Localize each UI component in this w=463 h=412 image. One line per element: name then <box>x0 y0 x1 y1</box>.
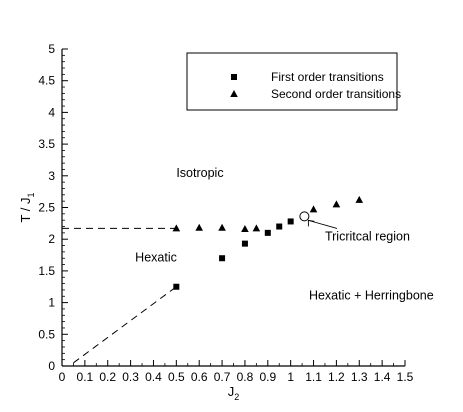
region-label: Isotropic <box>176 166 223 180</box>
legend-square-marker <box>231 74 237 80</box>
x-tick-label: 1.1 <box>305 370 322 384</box>
y-tick-label: 0 <box>48 359 55 373</box>
y-axis: 0 0.5 1 1.5 2 2.5 3 3.5 4 4.5 5 <box>38 42 68 373</box>
x-tick-label: 0.6 <box>191 370 208 384</box>
tricritical-arrow-head <box>307 219 315 227</box>
y-tick-label: 4.5 <box>38 74 55 88</box>
region-label: Hexatic <box>135 250 177 264</box>
second-order-point <box>252 224 261 232</box>
second-order-point <box>332 200 341 208</box>
y-tick-label: 2.5 <box>38 201 55 215</box>
second-order-point <box>172 224 181 232</box>
region-label: Hexatic + Herringbone <box>309 288 434 302</box>
y-axis-label: T / J1 <box>18 192 36 222</box>
second-order-point <box>355 195 364 203</box>
first-order-point <box>287 218 294 225</box>
y-tick-label: 3.5 <box>38 137 55 151</box>
legend: First order transitions Second order tran… <box>186 52 401 111</box>
x-axis-label-subscript: 2 <box>234 392 239 402</box>
annotations: Isotropic Hexatic Hexatic + Herringbone Tri… <box>135 166 434 302</box>
x-tick-label: 1.5 <box>397 370 414 384</box>
x-tick-label: 0.2 <box>99 370 116 384</box>
dashed-guides <box>62 227 177 364</box>
x-tick-label: 0.1 <box>77 370 94 384</box>
first-order-point <box>264 229 271 236</box>
x-axis-label: J2 <box>228 384 240 402</box>
x-tick-label: 0.5 <box>168 370 185 384</box>
y-tick-label: 5 <box>48 42 55 56</box>
first-order-point <box>241 240 248 247</box>
y-tick-label: 1 <box>48 296 55 310</box>
legend-label: Second order transitions <box>271 87 401 101</box>
second-order-point <box>195 223 203 231</box>
x-tick-label: 1.3 <box>351 370 368 384</box>
legend-triangle-marker <box>230 90 238 97</box>
x-tick-label: 0.9 <box>259 370 276 384</box>
x-tick-label: 0.4 <box>145 370 162 384</box>
second-order-point <box>218 223 226 231</box>
first-order-point <box>276 223 283 230</box>
y-tick-label: 0.5 <box>38 327 55 341</box>
tricritical-arrow-line <box>308 219 338 229</box>
data-points <box>172 195 364 290</box>
first-order-point <box>173 283 180 290</box>
tricritical-region-label: Tricritcal region <box>325 229 410 243</box>
first-order-point <box>219 255 226 262</box>
x-tick-label: 1 <box>287 370 294 384</box>
second-order-point <box>309 205 318 213</box>
y-axis-label-subscript: 1 <box>26 192 36 197</box>
x-tick-label: 1.4 <box>374 370 391 384</box>
x-axis: 0 0.1 0.2 0.3 0.4 0.5 0.6 0.7 0.8 0.9 1 1.1 1.2 1.3 1.… <box>59 360 414 384</box>
y-tick-label: 1.5 <box>38 264 55 278</box>
legend-label: First order transitions <box>271 70 384 84</box>
dashed-guide-line <box>73 286 177 364</box>
y-tick-label: 4 <box>48 105 55 119</box>
x-tick-label: 0.8 <box>237 370 254 384</box>
x-tick-label: 0.7 <box>214 370 231 384</box>
legend-box <box>186 52 398 111</box>
x-tick-label: 0.3 <box>122 370 139 384</box>
y-tick-label: 2 <box>48 232 55 246</box>
tricritical-circle-marker <box>299 211 310 222</box>
second-order-point <box>241 225 249 233</box>
y-tick-label: 3 <box>48 169 55 183</box>
x-tick-label: 0 <box>59 370 66 384</box>
x-tick-label: 1.2 <box>328 370 345 384</box>
